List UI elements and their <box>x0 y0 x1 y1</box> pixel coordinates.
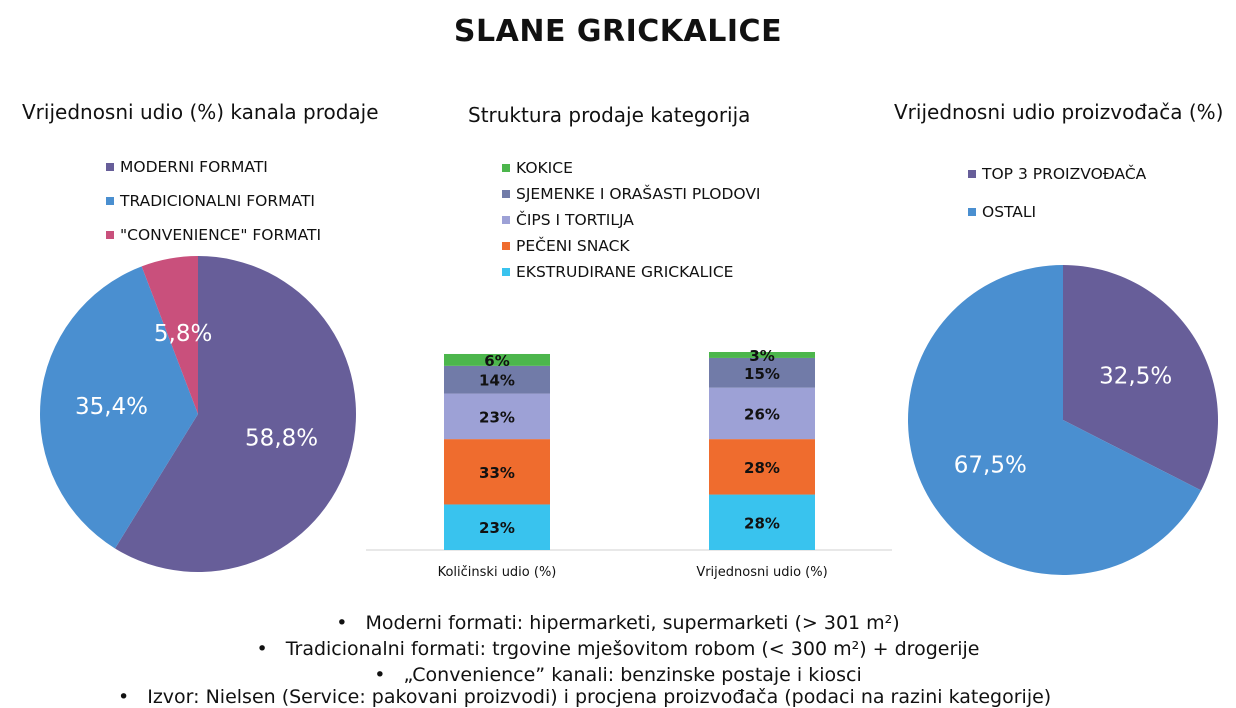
legend-label: KOKICE <box>516 159 573 177</box>
note-text: Tradicionalni formati: trgovine mješovit… <box>285 638 980 660</box>
bar-segment-4-0 <box>444 353 550 366</box>
bar-segment-0-1 <box>709 494 815 550</box>
top3-slice <box>1063 265 1218 491</box>
legend-label: EKSTRUDIRANE GRICKALICE <box>516 263 734 281</box>
bar-value-label: 23% <box>479 519 515 537</box>
bar-segment-2-0 <box>444 393 550 440</box>
legend-swatch <box>106 163 114 171</box>
bar-segment-1-0 <box>444 439 550 505</box>
note-line-3: • „Convenience” kanali: benzinske postaje… <box>0 662 1236 688</box>
legend-label: "CONVENIENCE" FORMATI <box>120 226 322 244</box>
legend-swatch <box>968 208 976 216</box>
legend-swatch <box>502 216 510 224</box>
legend-label: MODERNI FORMATI <box>120 158 268 176</box>
tradicionalni-value-label: 35,4% <box>75 394 148 420</box>
tradicionalni-slice <box>40 266 199 549</box>
bar-segment-0-0 <box>444 504 550 550</box>
note-text: Izvor: Nielsen (Service: pakovani proizv… <box>147 686 1052 708</box>
chart-3-legend: TOP 3 PROIZVOĐAČA OSTALI <box>968 155 1146 231</box>
bullet: • <box>256 638 268 660</box>
moderni-value-label: 58,8% <box>245 426 318 452</box>
legend-item-moderni: MODERNI FORMATI <box>106 150 321 184</box>
chart-3-title: Vrijednosni udio proizvođača (%) <box>894 100 1224 124</box>
legend-item-convenience: "CONVENIENCE" FORMATI <box>106 218 321 252</box>
legend-label: TOP 3 PROIZVOĐAČA <box>982 165 1147 183</box>
legend-label: ČIPS I TORTILJA <box>516 211 634 229</box>
legend-label: OSTALI <box>982 203 1037 221</box>
notes-block: • Moderni formati: hipermarketi, supermar… <box>0 610 1236 688</box>
bullet: • <box>118 686 130 708</box>
note-line-1: • Moderni formati: hipermarketi, supermar… <box>0 610 1236 636</box>
category-stacked-bar-chart: 23% 33% 23% 14% 6% Količinski udio (%) 28% 28% 2… <box>366 347 892 580</box>
chart-2-title: Struktura prodaje kategorija <box>468 103 751 127</box>
note-text: „Convenience” kanali: benzinske postaje … <box>403 664 862 686</box>
legend-swatch <box>106 231 114 239</box>
bar-segment-4-1 <box>709 352 815 358</box>
bar-value-label: 33% <box>479 464 515 482</box>
bar-value-label: 28% <box>744 514 780 532</box>
source-note: • Izvor: Nielsen (Service: pakovani proiz… <box>118 686 1051 708</box>
legend-item-tradicionalni: TRADICIONALNI FORMATI <box>106 184 321 218</box>
bar-segment-3-1 <box>709 357 815 388</box>
chart-1-title: Vrijednosni udio (%) kanala prodaje <box>22 100 379 124</box>
bar-value-label: 6% <box>484 352 509 370</box>
legend-item-ostali: OSTALI <box>968 193 1146 231</box>
manufacturer-pie-chart: 32,5% 67,5% <box>908 265 1218 575</box>
bullet: • <box>336 612 348 634</box>
convenience-value-label: 5,8% <box>154 321 212 347</box>
chart-2-legend: KOKICE SJEMENKE I ORAŠASTI PLODOVI ČIPS … <box>502 155 761 285</box>
note-text: Moderni formati: hipermarketi, supermark… <box>365 612 900 634</box>
legend-item-peceni: PEČENI SNACK <box>502 233 761 259</box>
channel-pie-chart: 58,8% 35,4% 5,8% <box>40 256 357 572</box>
legend-item-ekstrudirane: EKSTRUDIRANE GRICKALICE <box>502 259 761 285</box>
legend-item-cips: ČIPS I TORTILJA <box>502 207 761 233</box>
legend-item-sjemenke: SJEMENKE I ORAŠASTI PLODOVI <box>502 181 761 207</box>
note-line-2: • Tradicionalni formati: trgovine mješovi… <box>0 636 1236 662</box>
legend-item-kokice: KOKICE <box>502 155 761 181</box>
bullet: • <box>374 664 386 686</box>
legend-swatch <box>502 190 510 198</box>
legend-label: SJEMENKE I ORAŠASTI PLODOVI <box>516 185 761 203</box>
bar-segment-1-1 <box>709 439 815 495</box>
bar-value-label: 26% <box>744 405 780 423</box>
legend-swatch <box>502 242 510 250</box>
legend-swatch <box>502 268 510 276</box>
chart-1-legend: MODERNI FORMATI TRADICIONALNI FORMATI "C… <box>106 150 321 252</box>
legend-label: TRADICIONALNI FORMATI <box>120 192 315 210</box>
legend-swatch <box>502 164 510 172</box>
top3-value-label: 32,5% <box>1099 363 1172 389</box>
ostali-value-label: 67,5% <box>954 453 1027 479</box>
bar-value-label: 3% <box>749 347 774 365</box>
bar-value-label: 14% <box>479 372 515 390</box>
moderni-slice <box>115 256 357 572</box>
bar-value-label: 15% <box>744 365 780 383</box>
legend-swatch <box>106 197 114 205</box>
x-tick-label: Količinski udio (%) <box>438 565 557 580</box>
ostali-slice <box>908 265 1202 575</box>
bar-value-label: 28% <box>744 459 780 477</box>
legend-label: PEČENI SNACK <box>516 237 630 255</box>
legend-item-top3: TOP 3 PROIZVOĐAČA <box>968 155 1146 193</box>
bar-segment-3-0 <box>444 365 550 394</box>
legend-swatch <box>968 170 976 178</box>
x-tick-label: Vrijednosni udio (%) <box>696 565 827 580</box>
convenience-slice <box>141 256 198 414</box>
bar-value-label: 23% <box>479 408 515 426</box>
page-title: SLANE GRICKALICE <box>453 14 783 49</box>
bar-segment-2-1 <box>709 387 815 440</box>
